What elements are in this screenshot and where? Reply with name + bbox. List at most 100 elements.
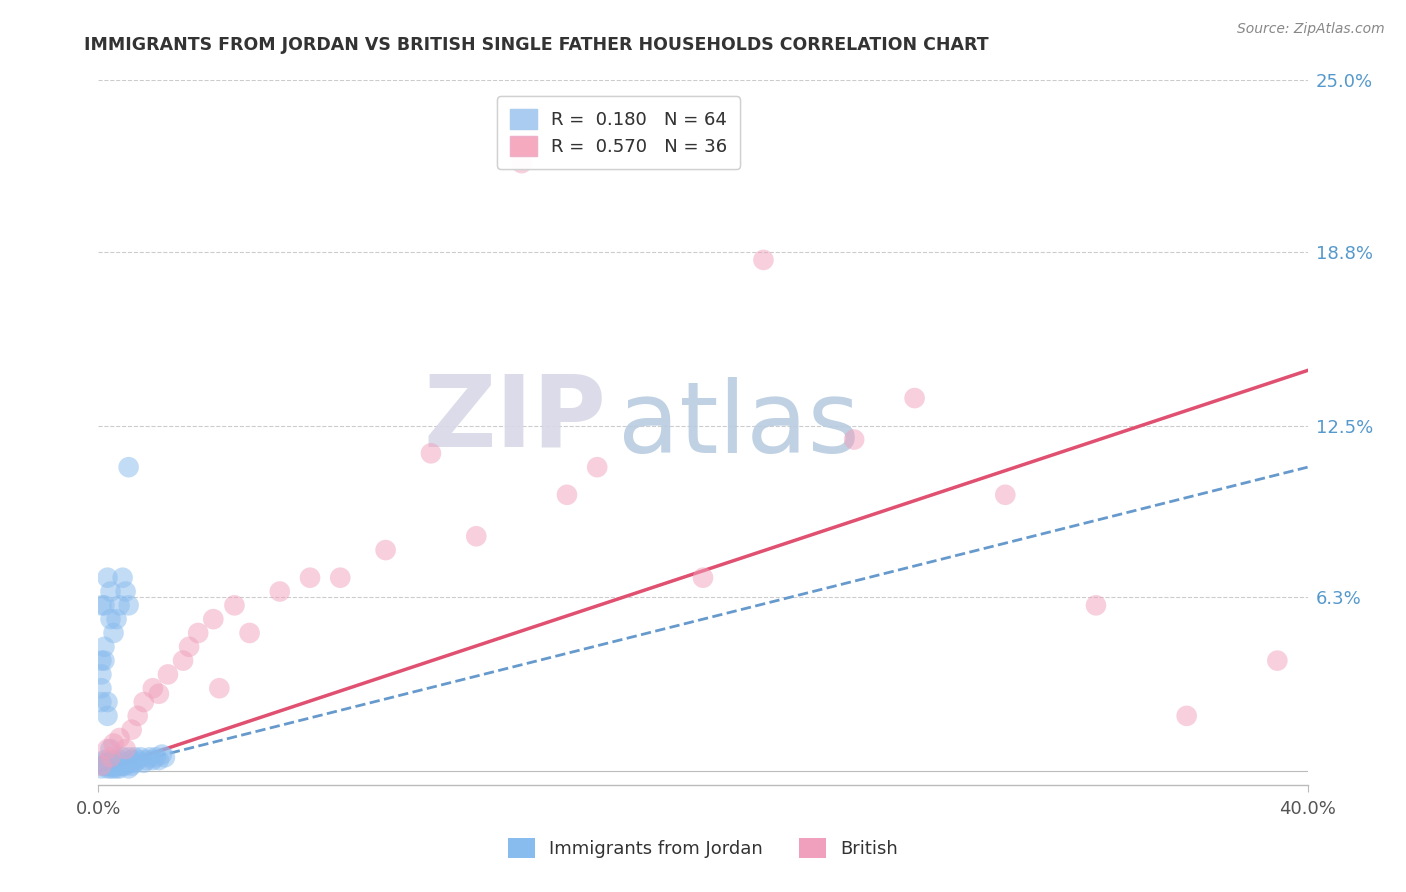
Point [118, 599, 141, 613]
Point [103, 761, 125, 775]
Point [114, 742, 136, 756]
Point [202, 612, 225, 626]
Point [103, 737, 125, 751]
Point [90, 758, 112, 772]
Point [93, 758, 115, 772]
Point [93, 640, 115, 654]
Point [1175, 709, 1198, 723]
Point [118, 761, 141, 775]
Point [124, 750, 146, 764]
Point [269, 584, 291, 599]
Point [994, 488, 1017, 502]
Point [904, 391, 927, 405]
Text: ZIP: ZIP [423, 370, 606, 467]
Point [127, 753, 149, 767]
Point [103, 758, 125, 772]
Point [100, 612, 122, 626]
Point [145, 750, 167, 764]
Point [114, 756, 136, 770]
Point [90, 761, 112, 775]
Point [96, 761, 118, 775]
Point [142, 753, 165, 767]
Point [114, 584, 136, 599]
Point [96, 571, 118, 585]
Point [148, 687, 170, 701]
Point [844, 433, 866, 447]
Point [1085, 599, 1108, 613]
Point [118, 460, 141, 475]
Point [93, 599, 115, 613]
Point [299, 571, 322, 585]
Point [135, 753, 157, 767]
Point [90, 758, 112, 772]
Point [93, 758, 115, 772]
Text: atlas: atlas [619, 377, 860, 474]
Point [156, 667, 179, 681]
Point [96, 756, 118, 770]
Point [93, 753, 115, 767]
Point [139, 750, 162, 764]
Point [96, 758, 118, 772]
Point [208, 681, 231, 696]
Point [96, 742, 118, 756]
Point [510, 156, 533, 170]
Point [374, 543, 396, 558]
Point [100, 584, 122, 599]
Point [96, 695, 118, 709]
Point [329, 571, 352, 585]
Point [108, 753, 131, 767]
Point [108, 731, 131, 745]
Point [103, 753, 125, 767]
Point [420, 446, 443, 460]
Point [121, 753, 143, 767]
Point [96, 709, 118, 723]
Point [129, 750, 152, 764]
Point [187, 626, 209, 640]
Point [132, 695, 155, 709]
Point [90, 667, 112, 681]
Text: IMMIGRANTS FROM JORDAN VS BRITISH SINGLE FATHER HOUSEHOLDS CORRELATION CHART: IMMIGRANTS FROM JORDAN VS BRITISH SINGLE… [84, 36, 988, 54]
Point [111, 758, 134, 772]
Text: Source: ZipAtlas.com: Source: ZipAtlas.com [1237, 22, 1385, 37]
Point [90, 599, 112, 613]
Point [465, 529, 488, 543]
Point [105, 612, 128, 626]
Point [555, 488, 578, 502]
Point [105, 756, 128, 770]
Point [100, 750, 122, 764]
Point [100, 758, 122, 772]
Point [148, 753, 170, 767]
Legend: R =  0.180   N = 64, R =  0.570   N = 36: R = 0.180 N = 64, R = 0.570 N = 36 [496, 96, 740, 169]
Point [121, 758, 143, 772]
Point [124, 756, 146, 770]
Point [692, 571, 714, 585]
Point [108, 599, 131, 613]
Point [239, 626, 262, 640]
Point [118, 756, 141, 770]
Point [127, 709, 149, 723]
Point [103, 756, 125, 770]
Point [108, 761, 131, 775]
Point [105, 758, 128, 772]
Point [179, 640, 201, 654]
Point [150, 747, 173, 762]
Point [111, 750, 134, 764]
Point [105, 761, 128, 775]
Point [100, 742, 122, 756]
Point [752, 252, 775, 267]
Point [90, 654, 112, 668]
Point [108, 758, 131, 772]
Legend: Immigrants from Jordan, British: Immigrants from Jordan, British [501, 830, 905, 865]
Point [90, 695, 112, 709]
Point [1267, 654, 1289, 668]
Point [111, 756, 134, 770]
Point [111, 571, 134, 585]
Point [100, 761, 122, 775]
Point [153, 750, 176, 764]
Point [132, 756, 155, 770]
Point [93, 654, 115, 668]
Point [224, 599, 246, 613]
Point [90, 681, 112, 696]
Point [118, 750, 141, 764]
Point [121, 723, 143, 737]
